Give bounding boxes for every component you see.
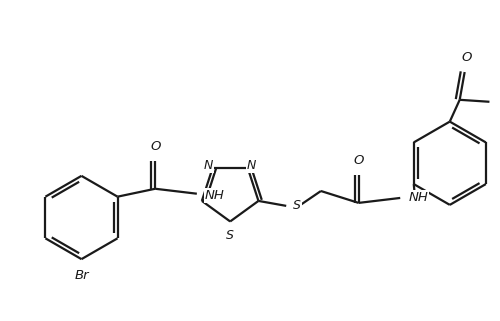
Text: N: N (204, 159, 214, 172)
Text: O: O (150, 140, 160, 153)
Text: S: S (293, 199, 301, 213)
Text: O: O (354, 154, 364, 167)
Text: NH: NH (408, 191, 428, 204)
Text: S: S (226, 230, 234, 242)
Text: N: N (247, 159, 256, 172)
Text: O: O (462, 51, 472, 64)
Text: NH: NH (205, 189, 225, 202)
Text: Br: Br (74, 269, 89, 282)
